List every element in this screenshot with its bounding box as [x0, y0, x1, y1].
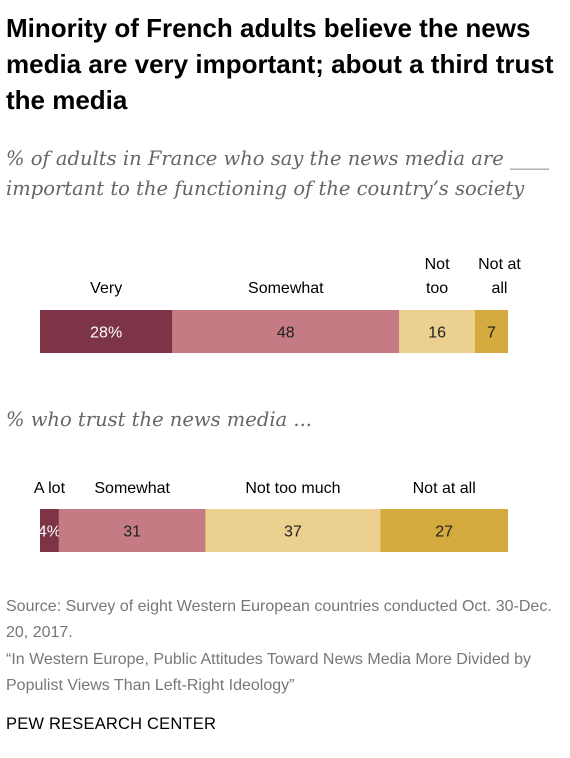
bar-segment-not-at-all [380, 509, 508, 552]
value-label-very: 28% [90, 325, 122, 342]
category-label-a-lot: A lot [34, 480, 66, 497]
value-label-not-too: 16 [428, 325, 446, 342]
bar-segment-not-at-all [474, 310, 508, 353]
value-label-a-lot: 4% [38, 524, 61, 541]
bar-segment-not-too [399, 310, 475, 353]
value-label-not-too-much: 37 [284, 524, 302, 541]
category-label-not-at-all: Not at all [413, 480, 476, 497]
category-label-not-too: Not too [425, 256, 450, 297]
bar-segment-not-too-much [205, 509, 381, 552]
category-label-not-at-all: Not at all [478, 256, 521, 297]
value-label-somewhat: 31 [123, 524, 141, 541]
source-note: Source: Survey of eight Western European… [6, 598, 552, 641]
category-label-somewhat: Somewhat [94, 480, 170, 497]
chart2-subtitle: % who trust the news media ... [6, 408, 312, 431]
chart1-subtitle: % of adults in France who say the news m… [6, 147, 549, 200]
report-citation: “In Western Europe, Public Attitudes Tow… [6, 651, 531, 694]
trust-stacked-bar-chart: 4% A lot 31 Somewhat 37 Not too much 27 Not at … [34, 480, 508, 552]
bar-segment-very [40, 310, 173, 353]
category-label-very: Very [90, 280, 122, 297]
importance-stacked-bar-chart: 28% Very 48 Somewhat 16 Not too 7 Not at all [40, 256, 521, 353]
bar-segment-somewhat [58, 509, 206, 552]
pew-research-center-logo: PEW RESEARCH CENTER [6, 715, 217, 733]
category-label-somewhat: Somewhat [248, 280, 324, 297]
chart-title: Minority of French adults believe the ne… [6, 13, 554, 115]
value-label-somewhat: 48 [277, 325, 295, 342]
bar-segment-a-lot [40, 509, 59, 552]
category-label-not-too-much: Not too much [245, 480, 340, 497]
bar-segment-somewhat [172, 310, 400, 353]
value-label-not-at-all: 7 [487, 325, 496, 342]
value-label-not-at-all: 27 [435, 524, 453, 541]
